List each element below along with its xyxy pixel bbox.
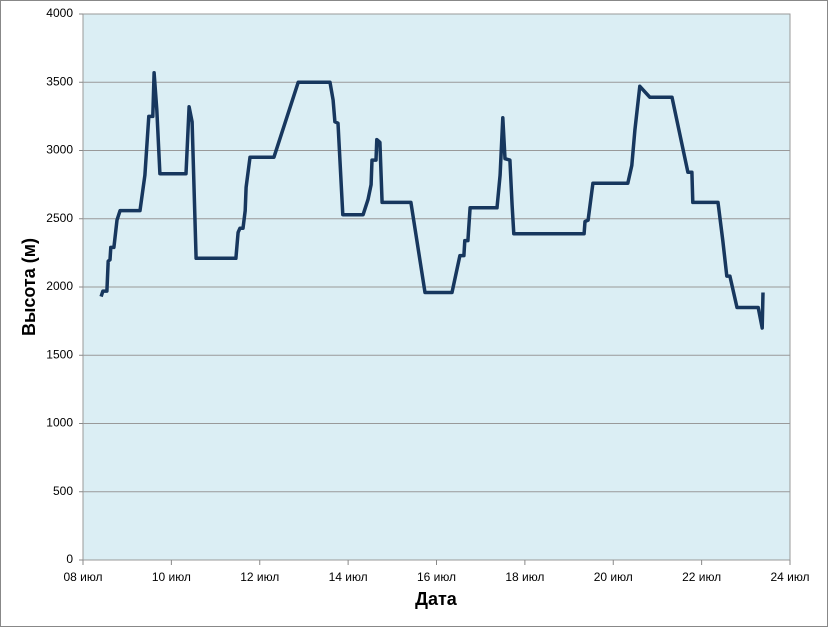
y-tick-label: 2500 <box>46 211 73 225</box>
y-axis-label: Высота (м) <box>19 238 39 336</box>
y-tick-label: 0 <box>66 552 73 566</box>
x-tick-label: 12 июл <box>240 570 279 584</box>
x-tick-label: 14 июл <box>329 570 368 584</box>
y-tick-label: 3000 <box>46 143 73 157</box>
x-tick-label: 16 июл <box>417 570 456 584</box>
x-tick-label: 24 июл <box>770 570 809 584</box>
x-tick-label: 10 июл <box>152 570 191 584</box>
y-tick-label: 1000 <box>46 416 73 430</box>
data-line <box>99 70 765 330</box>
x-axis-label: Дата <box>415 589 458 609</box>
y-tick-label: 3500 <box>46 74 73 88</box>
y-tick-label: 4000 <box>46 6 73 20</box>
x-tick-label: 22 июл <box>682 570 721 584</box>
y-tick-label: 2000 <box>46 279 73 293</box>
x-tick-label: 20 июл <box>594 570 633 584</box>
x-tick-label: 08 июл <box>63 570 102 584</box>
y-tick-label: 1500 <box>46 347 73 361</box>
y-tick-label: 500 <box>53 484 73 498</box>
x-tick-label: 18 июл <box>505 570 544 584</box>
